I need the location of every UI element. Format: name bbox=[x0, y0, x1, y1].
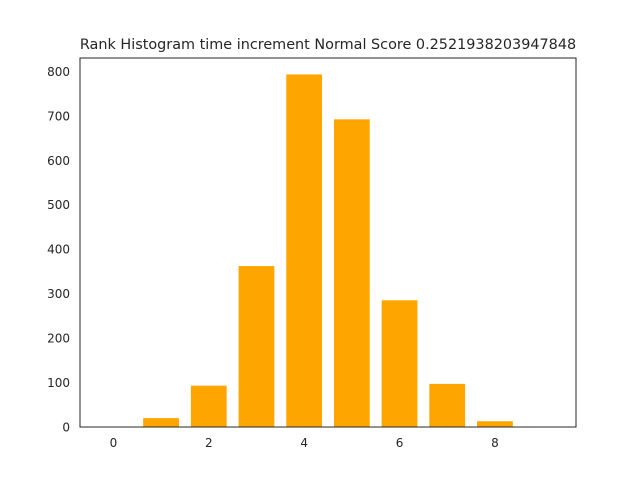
y-tick-label: 500 bbox=[47, 198, 70, 212]
x-tick-label: 8 bbox=[491, 436, 499, 450]
y-tick-label: 600 bbox=[47, 154, 70, 168]
y-tick-label: 800 bbox=[47, 65, 70, 79]
y-axis: 0 100 200 300 400 500 600 700 800 bbox=[47, 65, 70, 435]
plot-frame bbox=[79, 57, 577, 428]
y-tick-label: 300 bbox=[47, 287, 70, 301]
y-tick-label: 100 bbox=[47, 376, 70, 390]
x-axis: 0 2 4 6 8 bbox=[110, 436, 499, 450]
x-tick-label: 2 bbox=[205, 436, 213, 450]
bar-3 bbox=[238, 266, 275, 427]
bar-6 bbox=[381, 300, 418, 427]
bar-8 bbox=[477, 421, 513, 427]
bar-5 bbox=[333, 119, 370, 427]
x-tick-label: 0 bbox=[110, 436, 118, 450]
y-tick-label: 700 bbox=[47, 109, 70, 123]
bar-4 bbox=[286, 74, 323, 427]
x-tick-label: 6 bbox=[396, 436, 404, 450]
x-tick-label: 4 bbox=[300, 436, 308, 450]
bar-1 bbox=[143, 418, 179, 427]
y-tick-label: 200 bbox=[47, 332, 70, 346]
y-tick-label: 0 bbox=[62, 421, 70, 435]
bar-7 bbox=[429, 383, 466, 427]
bars-group bbox=[143, 74, 513, 427]
bar-2 bbox=[190, 385, 227, 427]
chart-title: Rank Histogram time increment Normal Sco… bbox=[80, 37, 576, 53]
y-tick-label: 400 bbox=[47, 243, 70, 257]
